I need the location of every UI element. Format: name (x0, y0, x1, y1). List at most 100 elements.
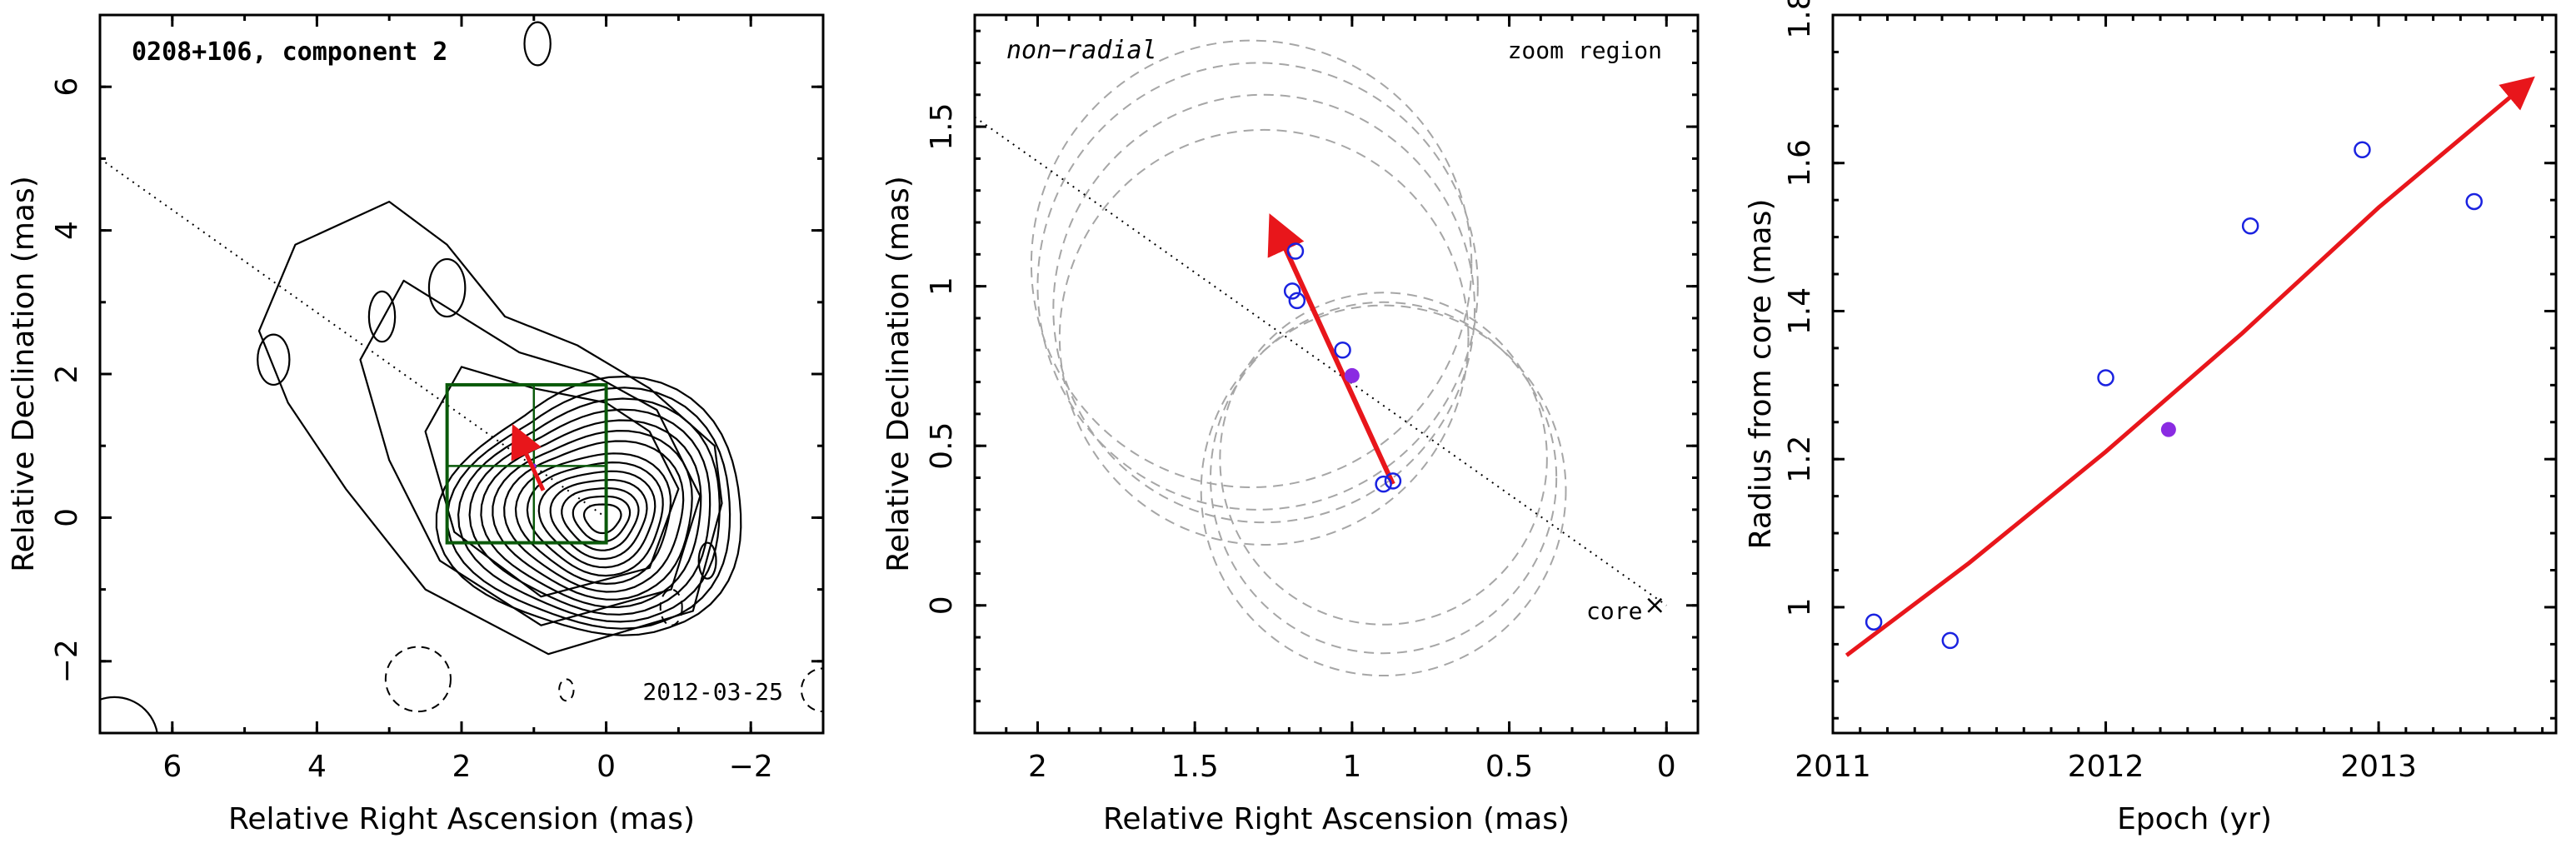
x-tick-label: 2013 (2340, 750, 2417, 784)
data-point (1384, 472, 1402, 490)
outer-contour (359, 279, 701, 626)
motion-vector (1267, 213, 1395, 486)
panel2-nonradial-label: non−radial (1006, 36, 1157, 65)
outer-contour (257, 201, 723, 656)
panel2-y-axis-label: Relative Declination (mas) (881, 176, 916, 572)
panel2-zoom-region-label: zoom region (1508, 37, 1662, 64)
contour-level (572, 495, 632, 543)
panel3-y-axis-label: Radius from core (mas) (1744, 199, 1778, 550)
y-tick-label: 2 (50, 365, 84, 384)
direction-line (975, 116, 1667, 606)
contour-blob (697, 541, 717, 580)
panel-contour-map: 6 4 2 0 −2 −2 0 2 4 6 0208+106, component 2 2012-… (7, 13, 825, 836)
contour-level (492, 429, 693, 601)
x-tick-label: 0 (597, 750, 616, 784)
contour-level (549, 478, 648, 561)
data-point-filled (1344, 367, 1360, 383)
contour-level (582, 503, 622, 535)
contour-level (446, 387, 731, 630)
negative-contour (558, 678, 575, 702)
contour-blob (427, 257, 467, 318)
panel2-axes-frame (973, 13, 1700, 735)
negative-contour (659, 588, 683, 626)
data-point (2354, 141, 2371, 158)
panel3-axes-frame (1831, 13, 2558, 735)
panel1-x-axis-label: Relative Right Ascension (mas) (228, 802, 695, 836)
x-tick-label: 4 (307, 750, 327, 784)
beam-circle (1058, 128, 1470, 546)
y-tick-label: 1.2 (1783, 436, 1817, 483)
y-tick-label: −2 (50, 639, 84, 683)
panel1-ticks: 6 4 2 0 −2 −2 0 2 4 6 (50, 13, 825, 784)
panel1-axes-frame (98, 13, 825, 735)
x-tick-label: 2 (452, 750, 472, 784)
y-tick-label: 0 (925, 596, 959, 615)
x-tick-label: −2 (729, 750, 773, 784)
contour-level (526, 461, 664, 577)
y-tick-label: 0.5 (925, 422, 959, 470)
data-point-filled (2160, 422, 2176, 437)
panel1-date-label: 2012-03-25 (642, 678, 783, 706)
panel2-x-axis-label: Relative Right Ascension (mas) (1103, 802, 1570, 836)
contour-level (435, 375, 742, 636)
beam-circle (1200, 304, 1567, 677)
data-point (2241, 217, 2259, 235)
zoom-box (445, 382, 608, 545)
beam-circle (1219, 292, 1548, 626)
x-tick-label: 1.5 (1171, 750, 1219, 784)
core-marker (1647, 597, 1663, 613)
beam-circle (1030, 39, 1473, 489)
data-point (1941, 631, 1959, 650)
panel3-x-axis-label: Epoch (yr) (2117, 802, 2272, 836)
panel2-core-label: core (1586, 597, 1642, 625)
beam-circle (1052, 93, 1476, 524)
corner-contour (100, 696, 158, 733)
panel-zoom-region: 2 1.5 1 0.5 0 0 0.5 1 1.5 non−radial zoom region… (881, 13, 1700, 836)
x-tick-label: 6 (162, 750, 182, 784)
data-point (1375, 475, 1392, 493)
data-point (1865, 613, 1883, 631)
panel1-overlay (100, 157, 608, 545)
y-tick-label: 1.5 (925, 102, 959, 150)
contour-level (503, 440, 685, 593)
panel1-title: 0208+106, component 2 (132, 37, 447, 67)
y-tick-label: 0 (50, 508, 84, 527)
x-tick-label: 1 (1342, 750, 1361, 784)
beam-circle (1036, 62, 1479, 511)
data-point (2097, 369, 2114, 387)
data-point (2465, 192, 2483, 211)
x-tick-label: 2 (1028, 750, 1047, 784)
beam-circle (1210, 301, 1558, 655)
y-tick-label: 1.4 (1783, 287, 1817, 335)
data-point (1334, 342, 1351, 359)
y-tick-label: 1 (925, 277, 959, 296)
panel3-plot-area (1845, 76, 2535, 657)
motion-vector (511, 423, 546, 491)
fit-curve (1845, 76, 2535, 657)
panel2-ticks: 2 1.5 1 0.5 0 0 0.5 1 1.5 (925, 15, 1698, 784)
x-tick-label: 0.5 (1485, 750, 1533, 784)
negative-contour (384, 646, 452, 713)
outer-contour (424, 366, 680, 598)
contour-blob (367, 290, 397, 343)
x-tick-label: 2012 (2068, 750, 2144, 784)
x-tick-label: 2011 (1795, 750, 1871, 784)
y-tick-label: 1 (1783, 597, 1817, 616)
panel3-ticks: 2011 2012 2013 1 1.2 1.4 1.6 1.8 (1783, 0, 2556, 784)
data-point (1286, 242, 1305, 260)
contour-blob (523, 21, 552, 67)
y-tick-label: 1.8 (1783, 0, 1817, 39)
panel1-y-axis-label: Relative Declination (mas) (7, 176, 41, 572)
contour-level (537, 470, 656, 569)
contour-blob (257, 333, 291, 387)
data-point (1283, 282, 1301, 300)
y-tick-label: 1.6 (1783, 139, 1817, 187)
data-point (1288, 292, 1306, 310)
contour-level (480, 419, 702, 609)
y-tick-label: 6 (50, 77, 84, 97)
panel-radius-epoch: 2011 2012 2013 1 1.2 1.4 1.6 1.8 Epoch (yr) Rad… (1744, 0, 2558, 836)
contour-lines (100, 21, 823, 733)
panel2-plot-area (975, 39, 1667, 677)
x-tick-label: 0 (1657, 750, 1676, 784)
